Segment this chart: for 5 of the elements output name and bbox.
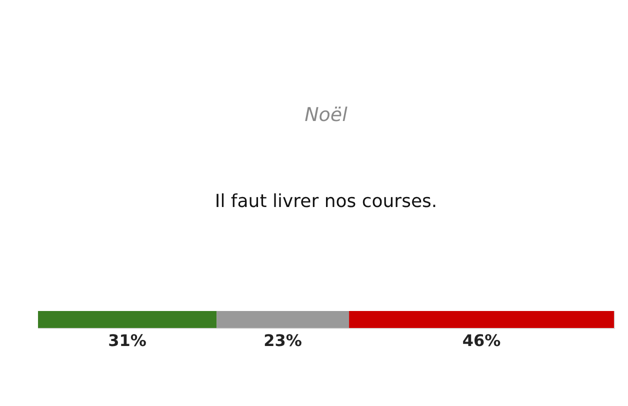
data-label: 46%: [462, 331, 501, 350]
chart-title: Noël: [304, 104, 348, 126]
data-label: 31%: [108, 331, 146, 350]
data-label: 23%: [264, 331, 302, 350]
chart-subtitle: Il faut livrer nos courses.: [214, 191, 438, 212]
